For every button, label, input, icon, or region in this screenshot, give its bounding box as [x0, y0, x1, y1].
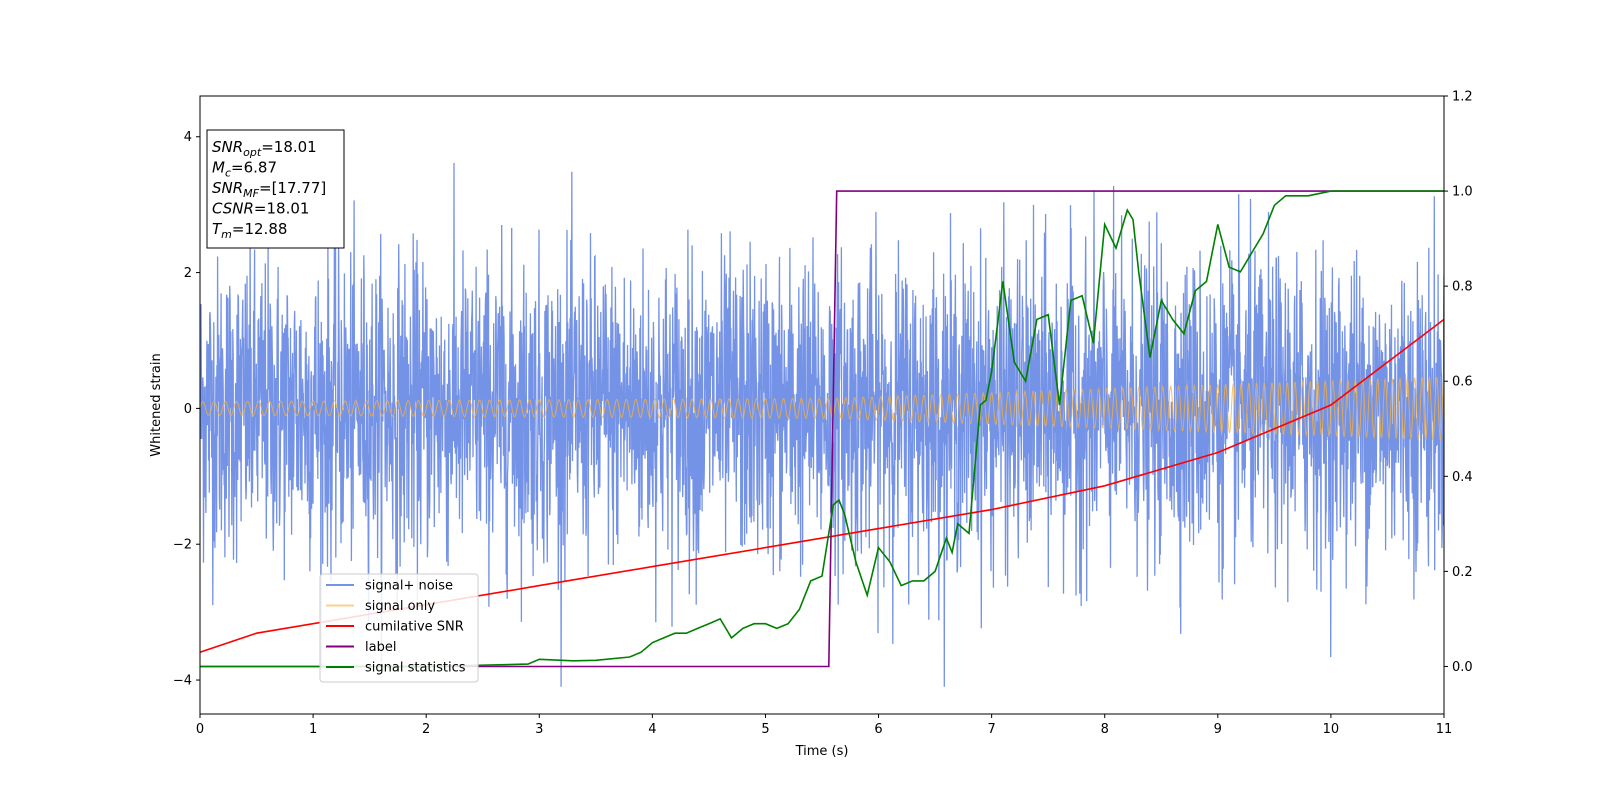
y2-tick-label: 1.0 [1452, 185, 1473, 200]
series-label [200, 190, 1444, 668]
x-tick-label: 7 [987, 722, 995, 737]
series-signal-noise [200, 162, 1444, 687]
legend-label: signal+ noise [365, 579, 453, 594]
x-tick-label: 11 [1436, 722, 1453, 737]
series-signal-only [200, 376, 1444, 442]
y2-tick-label: 0.6 [1452, 375, 1473, 390]
y2-tick-label: 0.2 [1452, 565, 1473, 580]
x-tick-label: 4 [648, 722, 656, 737]
annotation-line: SNRopt=18.01 [212, 138, 317, 159]
x-tick-label: 1 [309, 722, 317, 737]
y2-tick-label: 0.4 [1452, 470, 1473, 485]
annotation-line: Mc=6.87 [212, 159, 277, 180]
legend-frame [319, 573, 479, 683]
legend-label: signal statistics [365, 661, 466, 676]
y-axis-label: Whitened strain [149, 353, 164, 456]
plot-area [200, 162, 1444, 687]
x-tick-label: 0 [196, 722, 204, 737]
legend-label: label [365, 640, 396, 655]
annotation-box: SNRopt=18.01Mc=6.87SNRMF=[17.77]CSNR=18.… [206, 129, 345, 249]
axes-frame [199, 95, 1445, 715]
series-signal-statistics [200, 190, 1444, 668]
legend: signal+ noise signal only cumilative SNR la… [319, 573, 479, 683]
series-cumulative-snr [200, 318, 1444, 653]
y2-tick-label: 0.0 [1452, 660, 1473, 675]
x-tick-label: 8 [1101, 722, 1109, 737]
x-tick-label: 2 [422, 722, 430, 737]
axis-ticks: 0 1 2 3 4 5 6 7 8 9 10 11 −4 −2 0 2 4 0.0 0.2 0.4 0.6 0.8 1.0 1… [173, 90, 1473, 738]
x-tick-label: 3 [535, 722, 543, 737]
y-tick-label: 2 [184, 266, 192, 281]
y-tick-label: 0 [184, 402, 192, 417]
annotation-frame [206, 129, 345, 249]
annotation-line: Tm=12.88 [212, 220, 287, 241]
legend-label: cumilative SNR [365, 620, 464, 635]
y-tick-label: 4 [184, 130, 192, 145]
y-tick-label: −4 [173, 674, 192, 689]
annotation-line: SNRMF=[17.77] [212, 179, 326, 200]
y2-tick-label: 1.2 [1452, 90, 1473, 105]
y2-tick-label: 0.8 [1452, 280, 1473, 295]
x-tick-label: 6 [874, 722, 882, 737]
annotation-line: CSNR=18.01 [212, 200, 309, 218]
x-tick-label: 10 [1323, 722, 1340, 737]
y-tick-label: −2 [173, 538, 192, 553]
legend-label: signal only [365, 599, 435, 614]
x-tick-label: 5 [761, 722, 769, 737]
x-axis-label: Time (s) [795, 744, 849, 759]
x-tick-label: 9 [1214, 722, 1222, 737]
